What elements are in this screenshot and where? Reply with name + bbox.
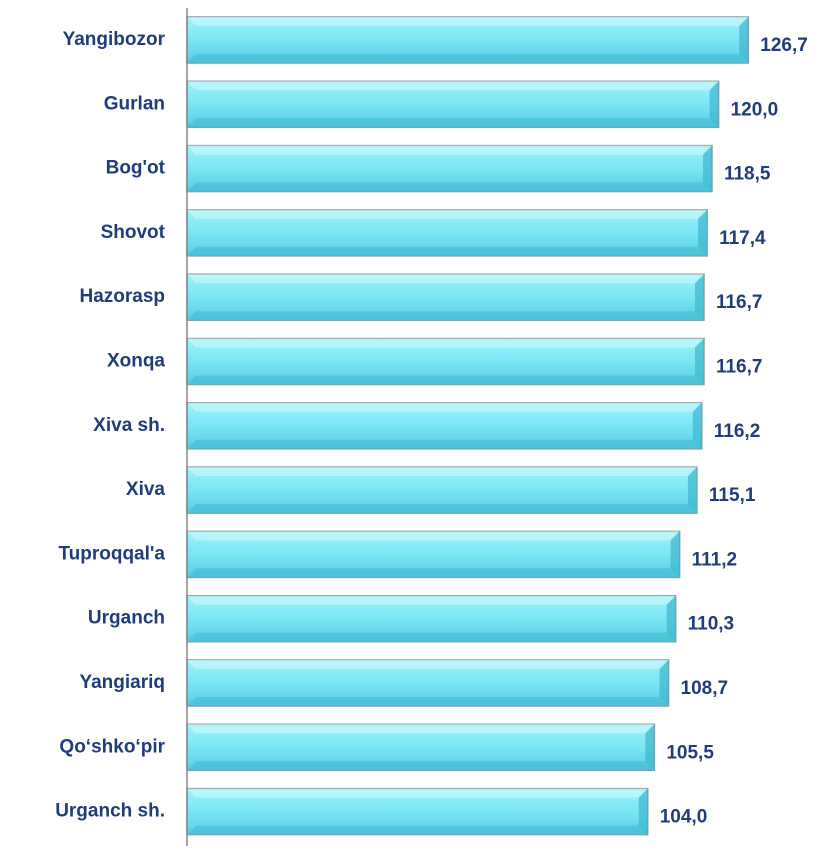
value-label: 110,3 [688,614,735,635]
bar-bevel [739,17,749,63]
bar-bevel [187,274,704,284]
value-label: 118,5 [724,164,771,185]
bar-bevel [638,788,648,835]
value-label: 116,7 [716,292,763,313]
value-label: 126,7 [760,35,808,56]
bar-bevel [187,504,697,514]
y-tick-label: Yangibozor [63,29,166,50]
value-label: 111,2 [692,549,737,570]
bar-bevel [692,402,702,449]
value-label: 115,1 [709,485,756,506]
bar-bevel [187,531,680,541]
bar-bevel [187,697,669,706]
bar-bevel [659,660,669,706]
bar-bevel [187,118,719,128]
bar-bevel [187,81,719,91]
bar-bevel [187,788,648,798]
bar-bevel [187,17,749,26]
bar-bevel [187,182,712,192]
bar-bevel [187,311,704,321]
bar-bevel [187,632,676,642]
value-label: 116,7 [716,357,763,378]
bar-bevel [187,209,708,219]
value-label: 108,7 [681,678,729,699]
y-tick-label: Tuproqqal'a [58,543,165,564]
y-tick-label: Qo‘shko‘pir [59,736,165,757]
bar-bevel [187,246,708,256]
bar-bevel [187,338,704,348]
bar-bevel [702,145,712,192]
bar-bevel [187,402,702,412]
bar-bevel [645,724,655,771]
y-tick-label: Xiva sh. [93,415,165,436]
y-tick-label: Gurlan [104,93,165,114]
bar-bevel [187,375,704,385]
y-tick-label: Urganch [88,608,165,629]
bar-bevel [187,467,697,477]
bar-bevel [666,595,676,642]
bar-bevel [698,209,708,256]
value-label: 120,0 [731,99,779,120]
bar-bevel [670,531,680,578]
bar-bevel [187,825,648,835]
bar-bevel [187,724,655,734]
y-tick-label: Bog'ot [106,158,166,179]
y-tick-label: Xiva [126,479,166,500]
bar-bevel [187,568,680,578]
y-tick-label: Shovot [101,222,166,243]
bar-bevel [187,595,676,605]
bar-bevel [694,338,704,385]
bar-bevel [187,145,712,155]
value-label: 117,4 [719,228,766,249]
bar-bevel [187,660,669,669]
y-tick-label: Yangiariq [79,672,165,693]
y-tick-label: Hazorasp [79,286,165,307]
y-tick-label: Xonqa [107,351,165,372]
bar-bevel [187,761,655,771]
value-label: 105,5 [666,742,714,763]
value-label: 104,0 [660,807,708,828]
value-label: 116,2 [714,421,761,442]
bar-bevel [187,54,749,63]
bar-bevel [687,467,697,514]
bar-bevel [694,274,704,321]
bar-bevel [187,439,702,449]
y-tick-label: Urganch sh. [55,801,165,822]
bar-bevel [709,81,719,128]
